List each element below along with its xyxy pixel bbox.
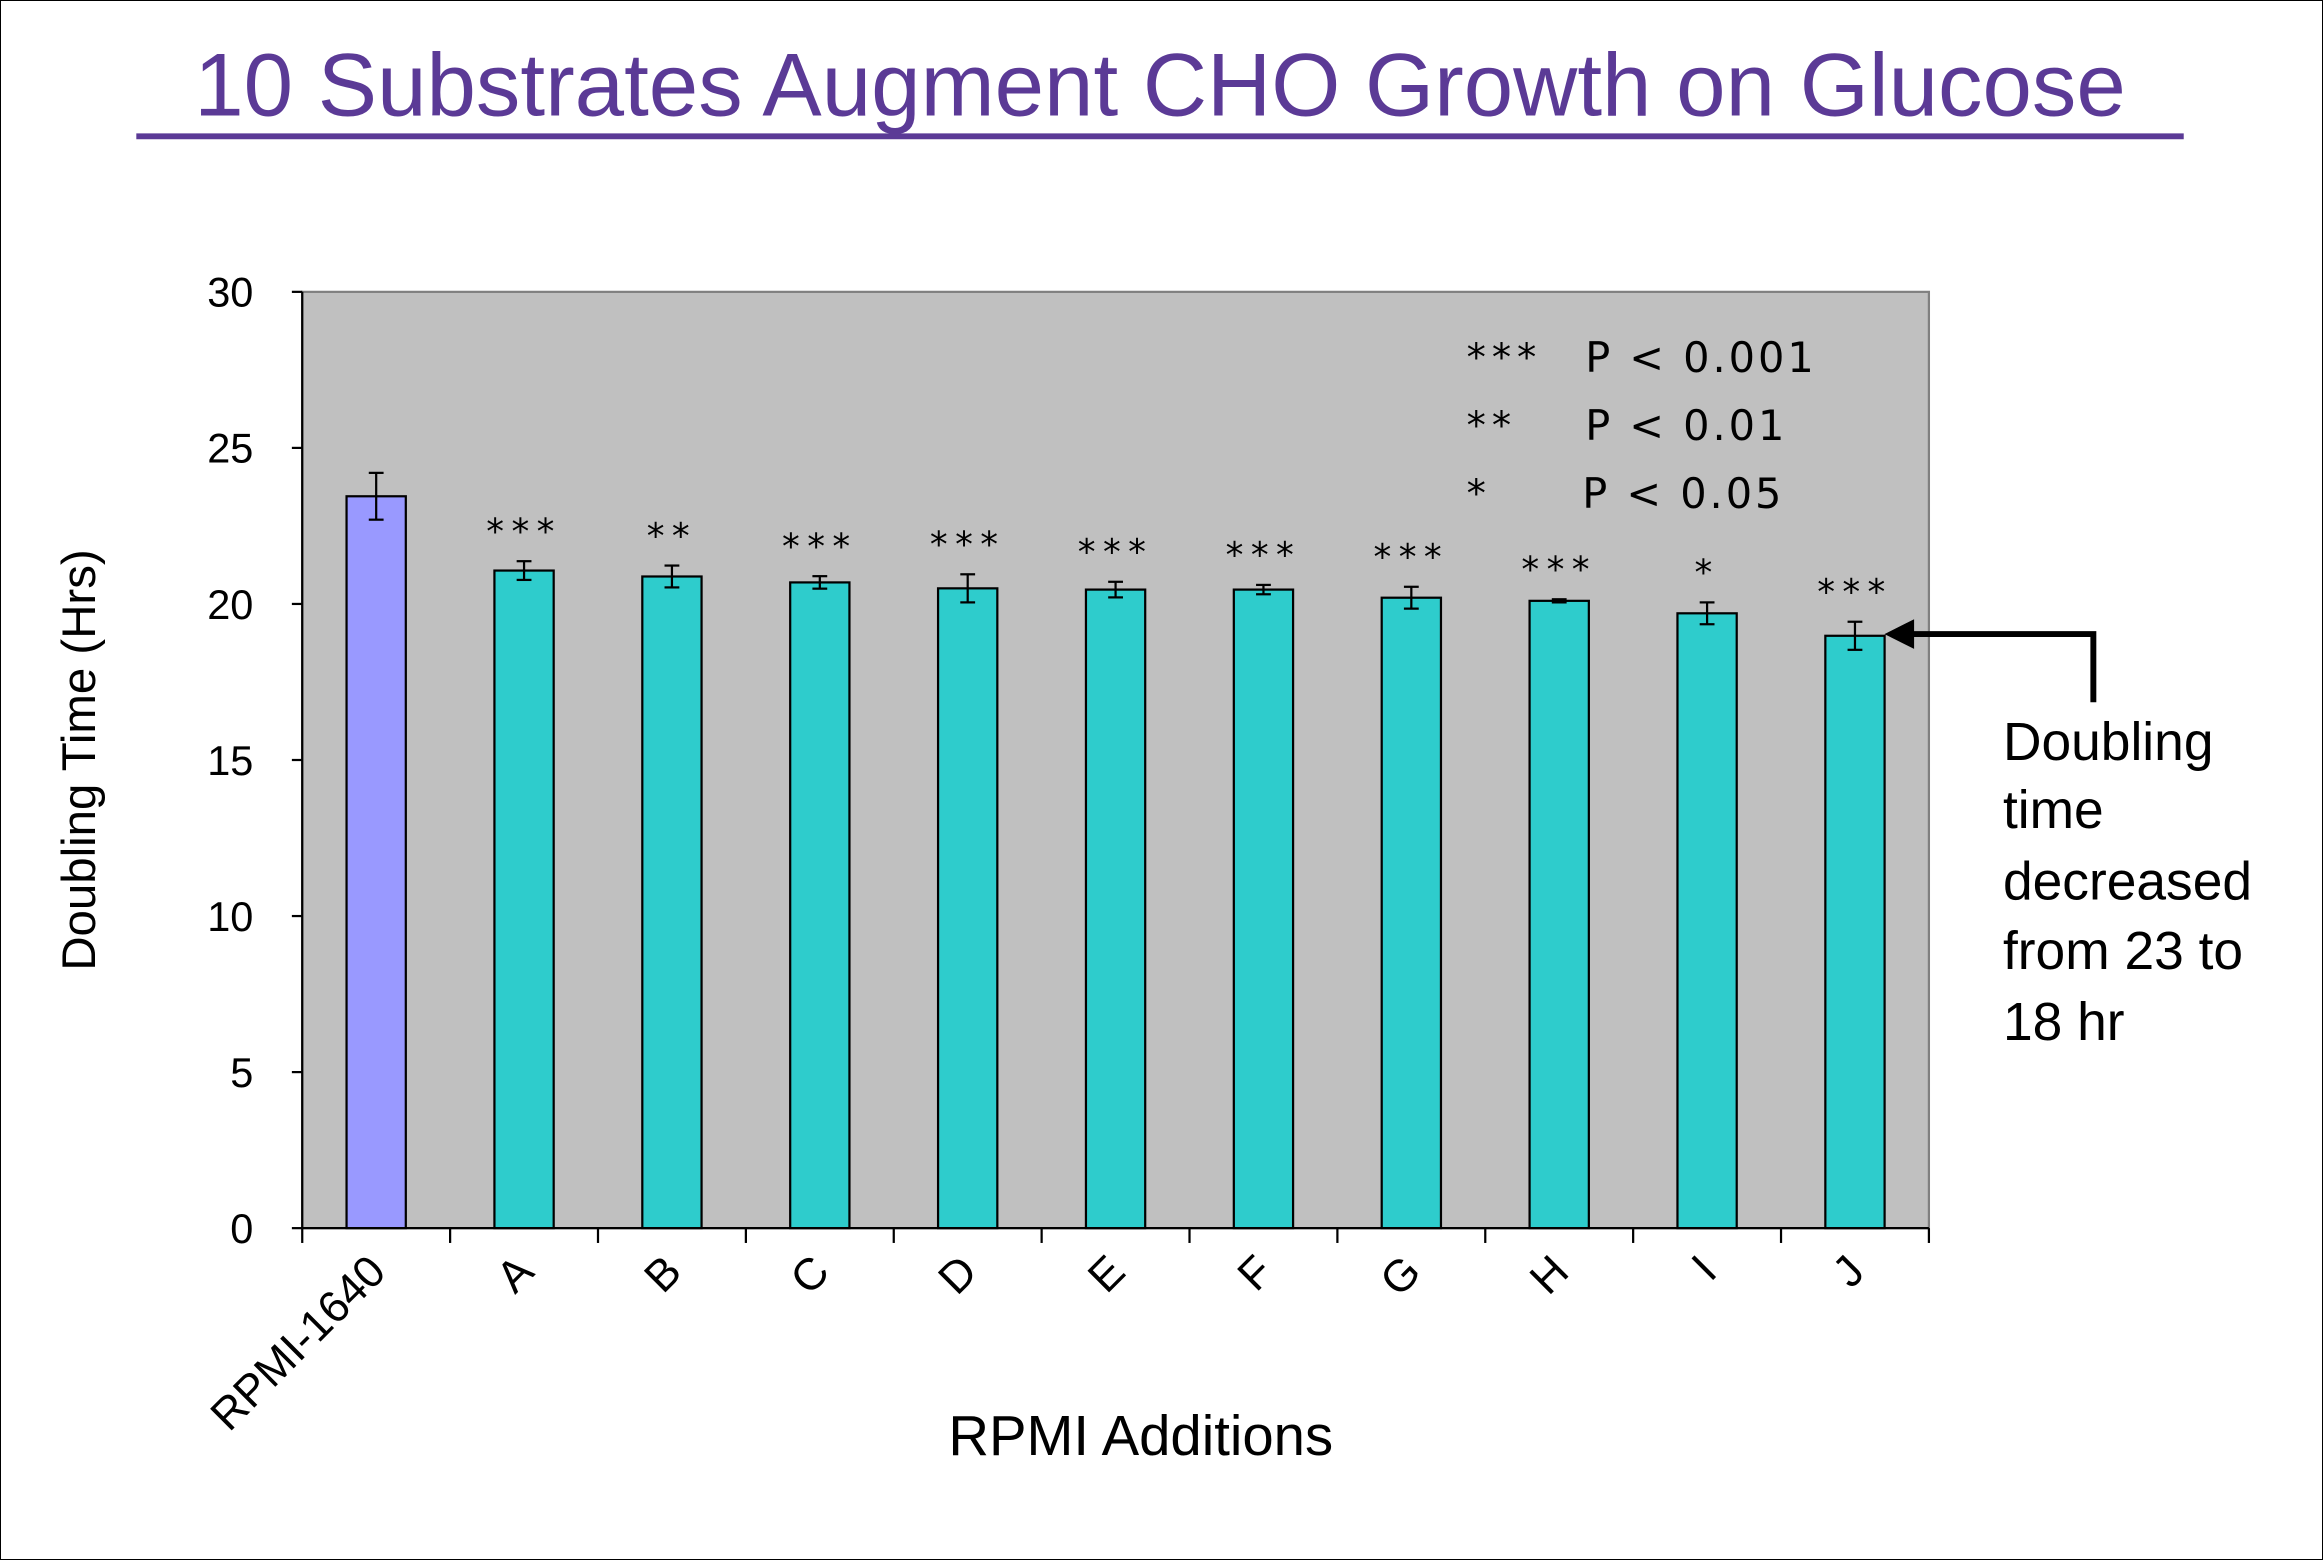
significance-label: *** [930,525,1006,566]
x-tick-label: A [487,1246,543,1302]
bar-I [1676,612,1738,1230]
legend-label-1: P < 0.001 [1585,333,1816,382]
chart-title: 10 Substrates Augment CHO Growth on Gluc… [194,36,2126,135]
bar-H [1528,599,1590,1230]
annotation-line-5: 18 hr [2003,993,2125,1052]
annotation-line-3: decreased [2003,852,2252,911]
significance-label: *** [1817,572,1893,613]
significance-label: *** [1078,532,1154,573]
y-tick-label: 0 [230,1205,253,1252]
bar-E [1084,588,1147,1230]
significance-label: * [1694,553,1719,594]
annotation-text: Doubling time decreased from 23 to 18 hr [2003,713,2252,1052]
significance-label: *** [1226,535,1302,576]
x-axis-label: RPMI Additions [948,1404,1333,1467]
legend-stars-1: *** [1467,335,1543,380]
significance-label: *** [782,526,858,567]
annotation-line-4: from 23 to [2003,922,2243,981]
y-tick-label: 30 [207,269,253,316]
bar-A [493,569,555,1230]
legend-label-2: P < 0.01 [1585,401,1787,450]
legend-stars-3: * [1467,472,1486,517]
x-tick-label: B [635,1246,691,1302]
annotation-line-2: time [2003,781,2104,840]
y-tick-label: 15 [207,737,253,784]
legend: *** P < 0.001 ** P < 0.01 * P < 0.05 [1467,333,1816,518]
bar-C [789,581,851,1230]
y-tick-label: 25 [207,425,253,472]
y-tick-label: 20 [207,581,253,628]
x-tick-label: J [1824,1246,1874,1296]
significance-label: *** [486,511,562,552]
legend-stars-2: ** [1467,404,1517,449]
x-tick-label: C [781,1246,838,1303]
x-tick-label: I [1683,1246,1726,1289]
x-tick-label: F [1229,1246,1283,1300]
x-tick-label: E [1079,1246,1135,1302]
x-tick-label: G [1371,1246,1430,1305]
y-tick-label: 10 [207,893,253,940]
significance-label: ** [647,516,697,557]
bar-D [936,587,999,1230]
x-tick-label: D [929,1246,986,1303]
legend-label-3: P < 0.05 [1582,469,1784,518]
bar-RPMI-1640 [345,495,407,1230]
bar-B [641,575,703,1230]
significance-label: *** [1521,549,1597,590]
bar-J [1824,634,1886,1230]
bar-G [1380,596,1443,1230]
x-tick-label: H [1521,1246,1578,1303]
annotation-arrow [1884,619,2097,703]
y-axis-label: Doubling Time (Hrs) [53,549,106,970]
annotation-line-1: Doubling [2003,713,2214,772]
significance-label: *** [1374,537,1450,578]
bar-F [1232,588,1295,1230]
x-tick-label: RPMI-1640 [202,1246,396,1440]
y-tick-label: 5 [230,1049,253,1096]
